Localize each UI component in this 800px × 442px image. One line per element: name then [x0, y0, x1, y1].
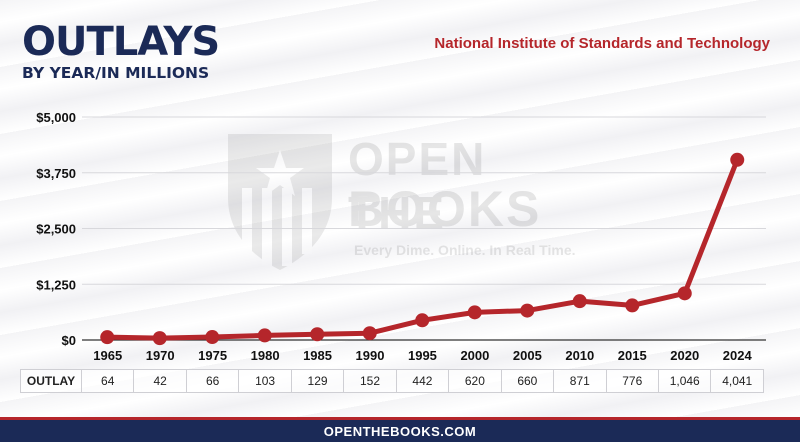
- data-point: [415, 313, 430, 328]
- data-point: [730, 152, 745, 167]
- data-label: 152: [343, 369, 397, 393]
- footer-url[interactable]: OPENTHEBOOKS.COM: [323, 423, 477, 439]
- footer-bar: OPENTHEBOOKS.COM: [0, 417, 800, 442]
- data-point: [467, 305, 482, 320]
- agency-name: National Institute of Standards and Tech…: [434, 35, 770, 52]
- data-label: 66: [185, 369, 240, 393]
- open-the-books-watermark: OPEN THE BOOKS Every Dime. Online. In Re…: [222, 128, 592, 276]
- title-block: OUTLAYS BY YEAR/IN MILLIONS: [22, 19, 220, 82]
- x-tick-label: 1980: [238, 341, 292, 370]
- data-point: [362, 326, 377, 341]
- data-label: 620: [448, 369, 502, 393]
- x-tick-label: 1975: [186, 341, 239, 370]
- data-label: 660: [500, 369, 555, 393]
- chart-subtitle: BY YEAR/IN MILLIONS: [22, 64, 210, 82]
- data-label: 4,041: [710, 369, 764, 393]
- watermark-line-1: OPEN THE: [348, 133, 487, 239]
- x-tick-label: 2005: [501, 341, 554, 370]
- watermark-line-2: BOOKS: [348, 181, 542, 237]
- y-tick-label: $0: [62, 333, 76, 348]
- x-tick-label: 2010: [553, 341, 607, 370]
- data-label: 129: [290, 369, 345, 393]
- data-label: 103: [238, 369, 292, 393]
- y-tick-label: $5,000: [36, 110, 76, 125]
- x-tick-label: 2024: [710, 341, 764, 370]
- x-tick-label: 2015: [606, 341, 659, 370]
- outlay-row: OUTLAY 64 42 66 103 129 152 442 620 660 871 776 1,0…: [20, 369, 764, 393]
- data-point: [310, 327, 325, 342]
- data-point: [677, 286, 692, 301]
- y-tick-label: $3,750: [36, 166, 76, 181]
- data-label: 42: [133, 369, 187, 393]
- y-tick-label: $2,500: [36, 222, 76, 237]
- x-tick-label: 1990: [343, 341, 397, 370]
- outlay-row-label: OUTLAY: [20, 369, 82, 393]
- chart-title: OUTLAYS: [22, 19, 220, 65]
- x-tick-label: 1965: [81, 341, 134, 370]
- x-tick-label: 1995: [396, 341, 449, 370]
- x-tick-label: 2020: [658, 341, 711, 370]
- data-label: 64: [80, 369, 135, 393]
- x-tick-label: 2000: [448, 341, 502, 370]
- x-tick-label: 1985: [291, 341, 344, 370]
- data-point: [257, 328, 272, 343]
- data-label: 776: [605, 369, 659, 393]
- year-row-head: [21, 341, 82, 370]
- watermark-tagline: Every Dime. Online. In Real Time.: [354, 242, 576, 258]
- data-point: [625, 298, 640, 313]
- data-point: [100, 330, 115, 345]
- data-label: 442: [395, 369, 450, 393]
- data-point: [572, 294, 587, 309]
- data-point: [205, 330, 220, 345]
- year-row: 1965 1970 1975 1980 1985 1990 1995 2000 2005 2010…: [21, 341, 764, 370]
- data-label: 1,046: [657, 369, 712, 393]
- y-tick-label: $1,250: [36, 277, 76, 292]
- data-point: [520, 303, 535, 318]
- outlay-table: 1965 1970 1975 1980 1985 1990 1995 2000 2005 2010…: [20, 341, 764, 393]
- data-label: 871: [553, 369, 607, 393]
- x-tick-label: 1970: [133, 341, 187, 370]
- outlay-series-line: [104, 157, 740, 341]
